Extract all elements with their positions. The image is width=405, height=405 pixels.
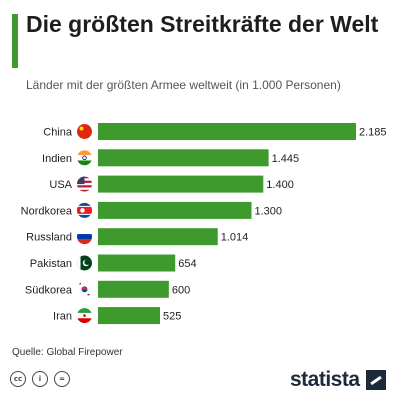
russia-flag-icon bbox=[77, 229, 92, 245]
bar bbox=[98, 254, 176, 272]
category-label: Pakistan bbox=[30, 258, 72, 270]
license-icons: cc i = bbox=[10, 371, 70, 387]
statista-logo[interactable]: statista bbox=[290, 368, 386, 392]
north-korea-flag-icon bbox=[77, 202, 92, 218]
bar bbox=[98, 280, 169, 298]
iran-flag-icon bbox=[77, 308, 92, 324]
value-label: 1.300 bbox=[255, 205, 283, 217]
south-korea-flag-icon bbox=[77, 281, 92, 297]
bar bbox=[98, 307, 160, 325]
category-label: Iran bbox=[53, 311, 72, 323]
category-label: Nordkorea bbox=[21, 205, 73, 217]
source-note: Quelle: Global Firepower bbox=[12, 347, 123, 358]
category-label: Südkorea bbox=[25, 284, 73, 296]
bar bbox=[98, 201, 252, 219]
bar bbox=[98, 228, 218, 246]
india-flag-icon bbox=[77, 150, 92, 166]
value-label: 1.014 bbox=[221, 232, 249, 244]
statista-logo-mark-icon bbox=[365, 370, 386, 390]
category-label: China bbox=[43, 127, 73, 139]
bar bbox=[98, 123, 356, 140]
usa-flag-icon bbox=[77, 176, 92, 192]
bar-chart: China 2.185 Indien 1.445 USA 1.400 Nordkorea 1.… bbox=[21, 123, 387, 325]
cc-icon[interactable]: cc bbox=[10, 371, 26, 387]
value-label: 600 bbox=[172, 284, 190, 296]
category-label: Indien bbox=[42, 153, 72, 165]
chart-subtitle: Länder mit der größten Armee weltweit (i… bbox=[26, 78, 341, 92]
no-derivatives-icon[interactable]: = bbox=[54, 371, 70, 387]
bar bbox=[98, 149, 269, 167]
category-label: USA bbox=[49, 179, 72, 191]
value-label: 1.445 bbox=[272, 153, 300, 165]
category-label: Russland bbox=[26, 232, 72, 244]
title-accent-bar bbox=[12, 14, 18, 68]
statista-logo-text: statista bbox=[290, 368, 360, 391]
value-label: 654 bbox=[178, 258, 196, 270]
value-label: 1.400 bbox=[266, 179, 294, 191]
value-label: 525 bbox=[163, 311, 181, 323]
pakistan-flag-icon bbox=[77, 255, 92, 271]
value-label: 2.185 bbox=[359, 127, 387, 139]
bar bbox=[98, 175, 264, 193]
china-flag-icon bbox=[77, 124, 92, 139]
attribution-icon[interactable]: i bbox=[32, 371, 48, 387]
chart-title: Die größten Streitkräfte der Welt bbox=[26, 11, 379, 37]
